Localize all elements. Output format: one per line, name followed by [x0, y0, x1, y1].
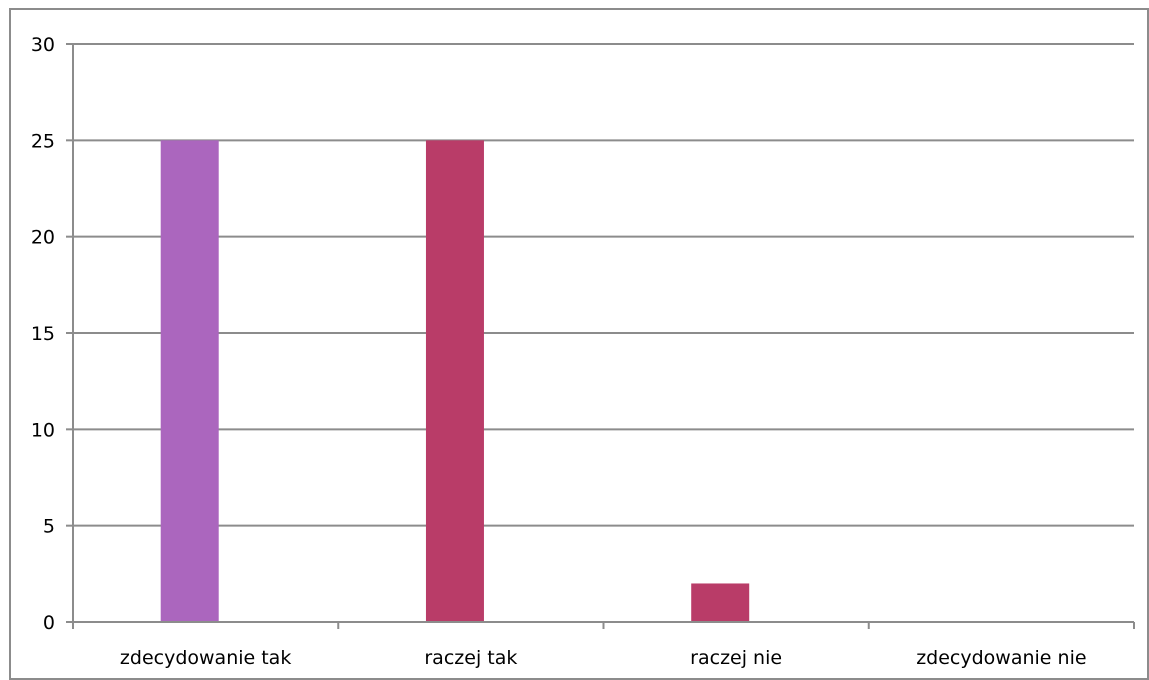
bars	[160, 140, 750, 623]
y-tick-label: 5	[43, 516, 55, 538]
x-tick-label: raczej nie	[690, 647, 782, 669]
y-tick-label: 15	[31, 323, 55, 345]
x-tick-label: zdecydowanie nie	[916, 647, 1086, 669]
bar	[425, 140, 484, 623]
chart-border	[9, 8, 1149, 680]
gridlines	[73, 43, 1134, 527]
y-tick-label: 0	[43, 612, 55, 634]
y-tick-label: 10	[31, 419, 55, 441]
y-tick-label: 25	[31, 130, 55, 152]
bar	[691, 583, 750, 622]
y-tick-labels: 0 5 10 15 20 25 30	[31, 34, 55, 634]
x-tick-label: zdecydowanie tak	[120, 647, 291, 669]
y-tick-label: 30	[31, 34, 55, 56]
axes	[66, 43, 1135, 629]
bar	[160, 140, 219, 623]
y-tick-label: 20	[31, 227, 55, 249]
x-tick-label: raczej tak	[424, 647, 517, 669]
x-tick-labels: zdecydowanie tak raczej tak raczej nie zdec…	[120, 647, 1087, 669]
